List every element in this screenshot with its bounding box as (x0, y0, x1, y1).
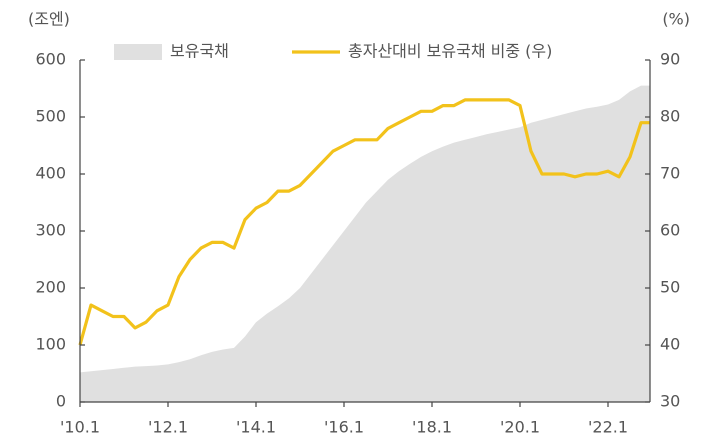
x-tick-label: '14.1 (236, 418, 276, 437)
y2-tick-label: 60 (660, 221, 680, 240)
x-tick-label: '22.1 (588, 418, 628, 437)
x-tick-label: '16.1 (324, 418, 364, 437)
x-tick-label: '20.1 (500, 418, 540, 437)
y-tick-label: 600 (35, 50, 66, 69)
legend-label: 보유국채 (170, 42, 229, 61)
y-tick-label: 300 (35, 221, 66, 240)
y2-axis-title: (%) (662, 10, 690, 29)
y-tick-label: 400 (35, 164, 66, 183)
y-tick-label: 200 (35, 278, 66, 297)
x-tick-label: '12.1 (148, 418, 188, 437)
y2-tick-label: 70 (660, 164, 680, 183)
area (80, 85, 650, 403)
y2-tick-label: 50 (660, 278, 680, 297)
legend-label: 총자산대비 보유국채 비중 (우) (348, 42, 552, 61)
legend-swatch (114, 44, 162, 60)
y-axis-title: (조엔) (28, 10, 70, 29)
y-tick-label: 500 (35, 107, 66, 126)
y-tick-label: 100 (35, 335, 66, 354)
y2-tick-label: 90 (660, 50, 680, 69)
y2-tick-label: 40 (660, 335, 680, 354)
y-tick-label: 0 (56, 392, 66, 411)
x-tick-label: '10.1 (60, 418, 100, 437)
y2-tick-label: 80 (660, 107, 680, 126)
y2-tick-label: 30 (660, 392, 680, 411)
line (78, 98, 650, 346)
x-tick-label: '18.1 (412, 418, 452, 437)
